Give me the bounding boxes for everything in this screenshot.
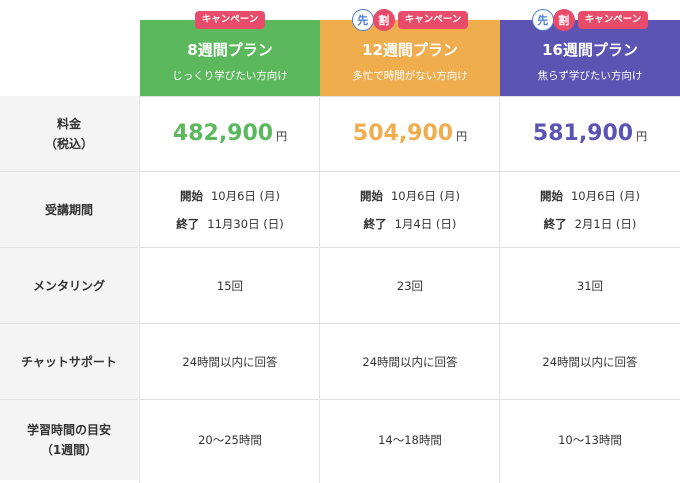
end-date: 2月1日 (日) <box>574 216 637 231</box>
divider <box>499 96 500 483</box>
plan-badges: キャンペーン <box>140 8 320 32</box>
discount-wari-icon: 割 <box>372 9 395 31</box>
divider <box>0 96 680 97</box>
row-label-mentoring: メンタリング <box>0 248 138 324</box>
plan-badges: 先 割 キャンペーン <box>320 8 500 32</box>
mentoring-cell: 23回 <box>320 248 500 324</box>
period-cell: 開始 10月6日 (月) 終了 11月30日 (日) <box>140 172 320 248</box>
price-value: 581,900 <box>532 121 634 146</box>
campaign-badge: キャンペーン <box>577 11 649 29</box>
end-label: 終了 <box>176 216 200 231</box>
plan-column-8week: キャンペーン 8週間プラン じっくり学びたい方向け 482,900 円 開始 10月… <box>140 0 320 480</box>
start-label: 開始 <box>539 188 563 203</box>
early-bird-sen-icon: 先 <box>531 9 554 31</box>
yen-unit: 円 <box>276 130 288 143</box>
chat-cell: 24時間以内に回答 <box>320 324 500 400</box>
campaign-badge: キャンペーン <box>194 11 266 29</box>
plan-name: 8週間プラン <box>187 41 273 59</box>
plan-column-12week: 先 割 キャンペーン 12週間プラン 多忙で時間がない方向け 504,900 円 … <box>320 0 500 480</box>
plan-name: 16週間プラン <box>542 41 638 59</box>
row-label-chat: チャットサポート <box>0 324 138 400</box>
row-label-period: 受講期間 <box>0 172 138 248</box>
price-cell: 581,900 円 <box>500 96 680 172</box>
mentoring-cell: 15回 <box>140 248 320 324</box>
chat-cell: 24時間以内に回答 <box>500 324 680 400</box>
end-date: 11月30日 (日) <box>207 216 284 231</box>
plan-subtitle: じっくり学びたい方向け <box>172 70 288 82</box>
plan-header: 先 割 キャンペーン 16週間プラン 焦らず学びたい方向け <box>500 0 680 96</box>
yen-unit: 円 <box>636 130 648 143</box>
plan-badges: 先 割 キャンペーン <box>500 8 680 32</box>
yen-unit: 円 <box>456 130 468 143</box>
early-bird-sen-icon: 先 <box>351 9 374 31</box>
start-date: 10月6日 (月) <box>570 188 641 203</box>
study-cell: 20〜25時間 <box>198 433 262 447</box>
study-cell: 10〜13時間 <box>558 433 622 447</box>
plan-header: 先 割 キャンペーン 12週間プラン 多忙で時間がない方向け <box>320 0 500 96</box>
plan-subtitle: 焦らず学びたい方向け <box>537 70 643 82</box>
plan-name: 12週間プラン <box>362 41 458 59</box>
study-cell: 14〜18時間 <box>378 433 442 447</box>
mentoring-cell: 31回 <box>500 248 680 324</box>
discount-wari-icon: 割 <box>552 9 575 31</box>
period-cell: 開始 10月6日 (月) 終了 1月4日 (日) <box>320 172 500 248</box>
plan-header: キャンペーン 8週間プラン じっくり学びたい方向け <box>140 0 320 96</box>
plan-column-16week: 先 割 キャンペーン 16週間プラン 焦らず学びたい方向け 581,900 円 開… <box>500 0 680 480</box>
chat-cell: 24時間以内に回答 <box>140 324 320 400</box>
divider <box>139 96 140 483</box>
price-cell: 504,900 円 <box>320 96 500 172</box>
start-label: 開始 <box>359 188 383 203</box>
start-date: 10月6日 (月) <box>210 188 281 203</box>
row-label-study: 学習時間の目安 （1週間） <box>26 423 111 457</box>
divider <box>319 96 320 483</box>
end-date: 1月4日 (日) <box>394 216 457 231</box>
price-cell: 482,900 円 <box>140 96 320 172</box>
period-cell: 開始 10月6日 (月) 終了 2月1日 (日) <box>500 172 680 248</box>
start-label: 開始 <box>179 188 203 203</box>
end-label: 終了 <box>543 216 567 231</box>
row-labels: 料金 （税込） 受講期間 メンタリング チャットサポート 学習時間の目安 （1週… <box>0 96 138 480</box>
campaign-badge: キャンペーン <box>397 11 469 29</box>
price-value: 482,900 <box>172 121 274 146</box>
price-value: 504,900 <box>352 121 454 146</box>
start-date: 10月6日 (月) <box>390 188 461 203</box>
row-label-price: 料金 （税込） <box>0 96 138 172</box>
end-label: 終了 <box>363 216 387 231</box>
plan-subtitle: 多忙で時間がない方向け <box>352 70 468 82</box>
